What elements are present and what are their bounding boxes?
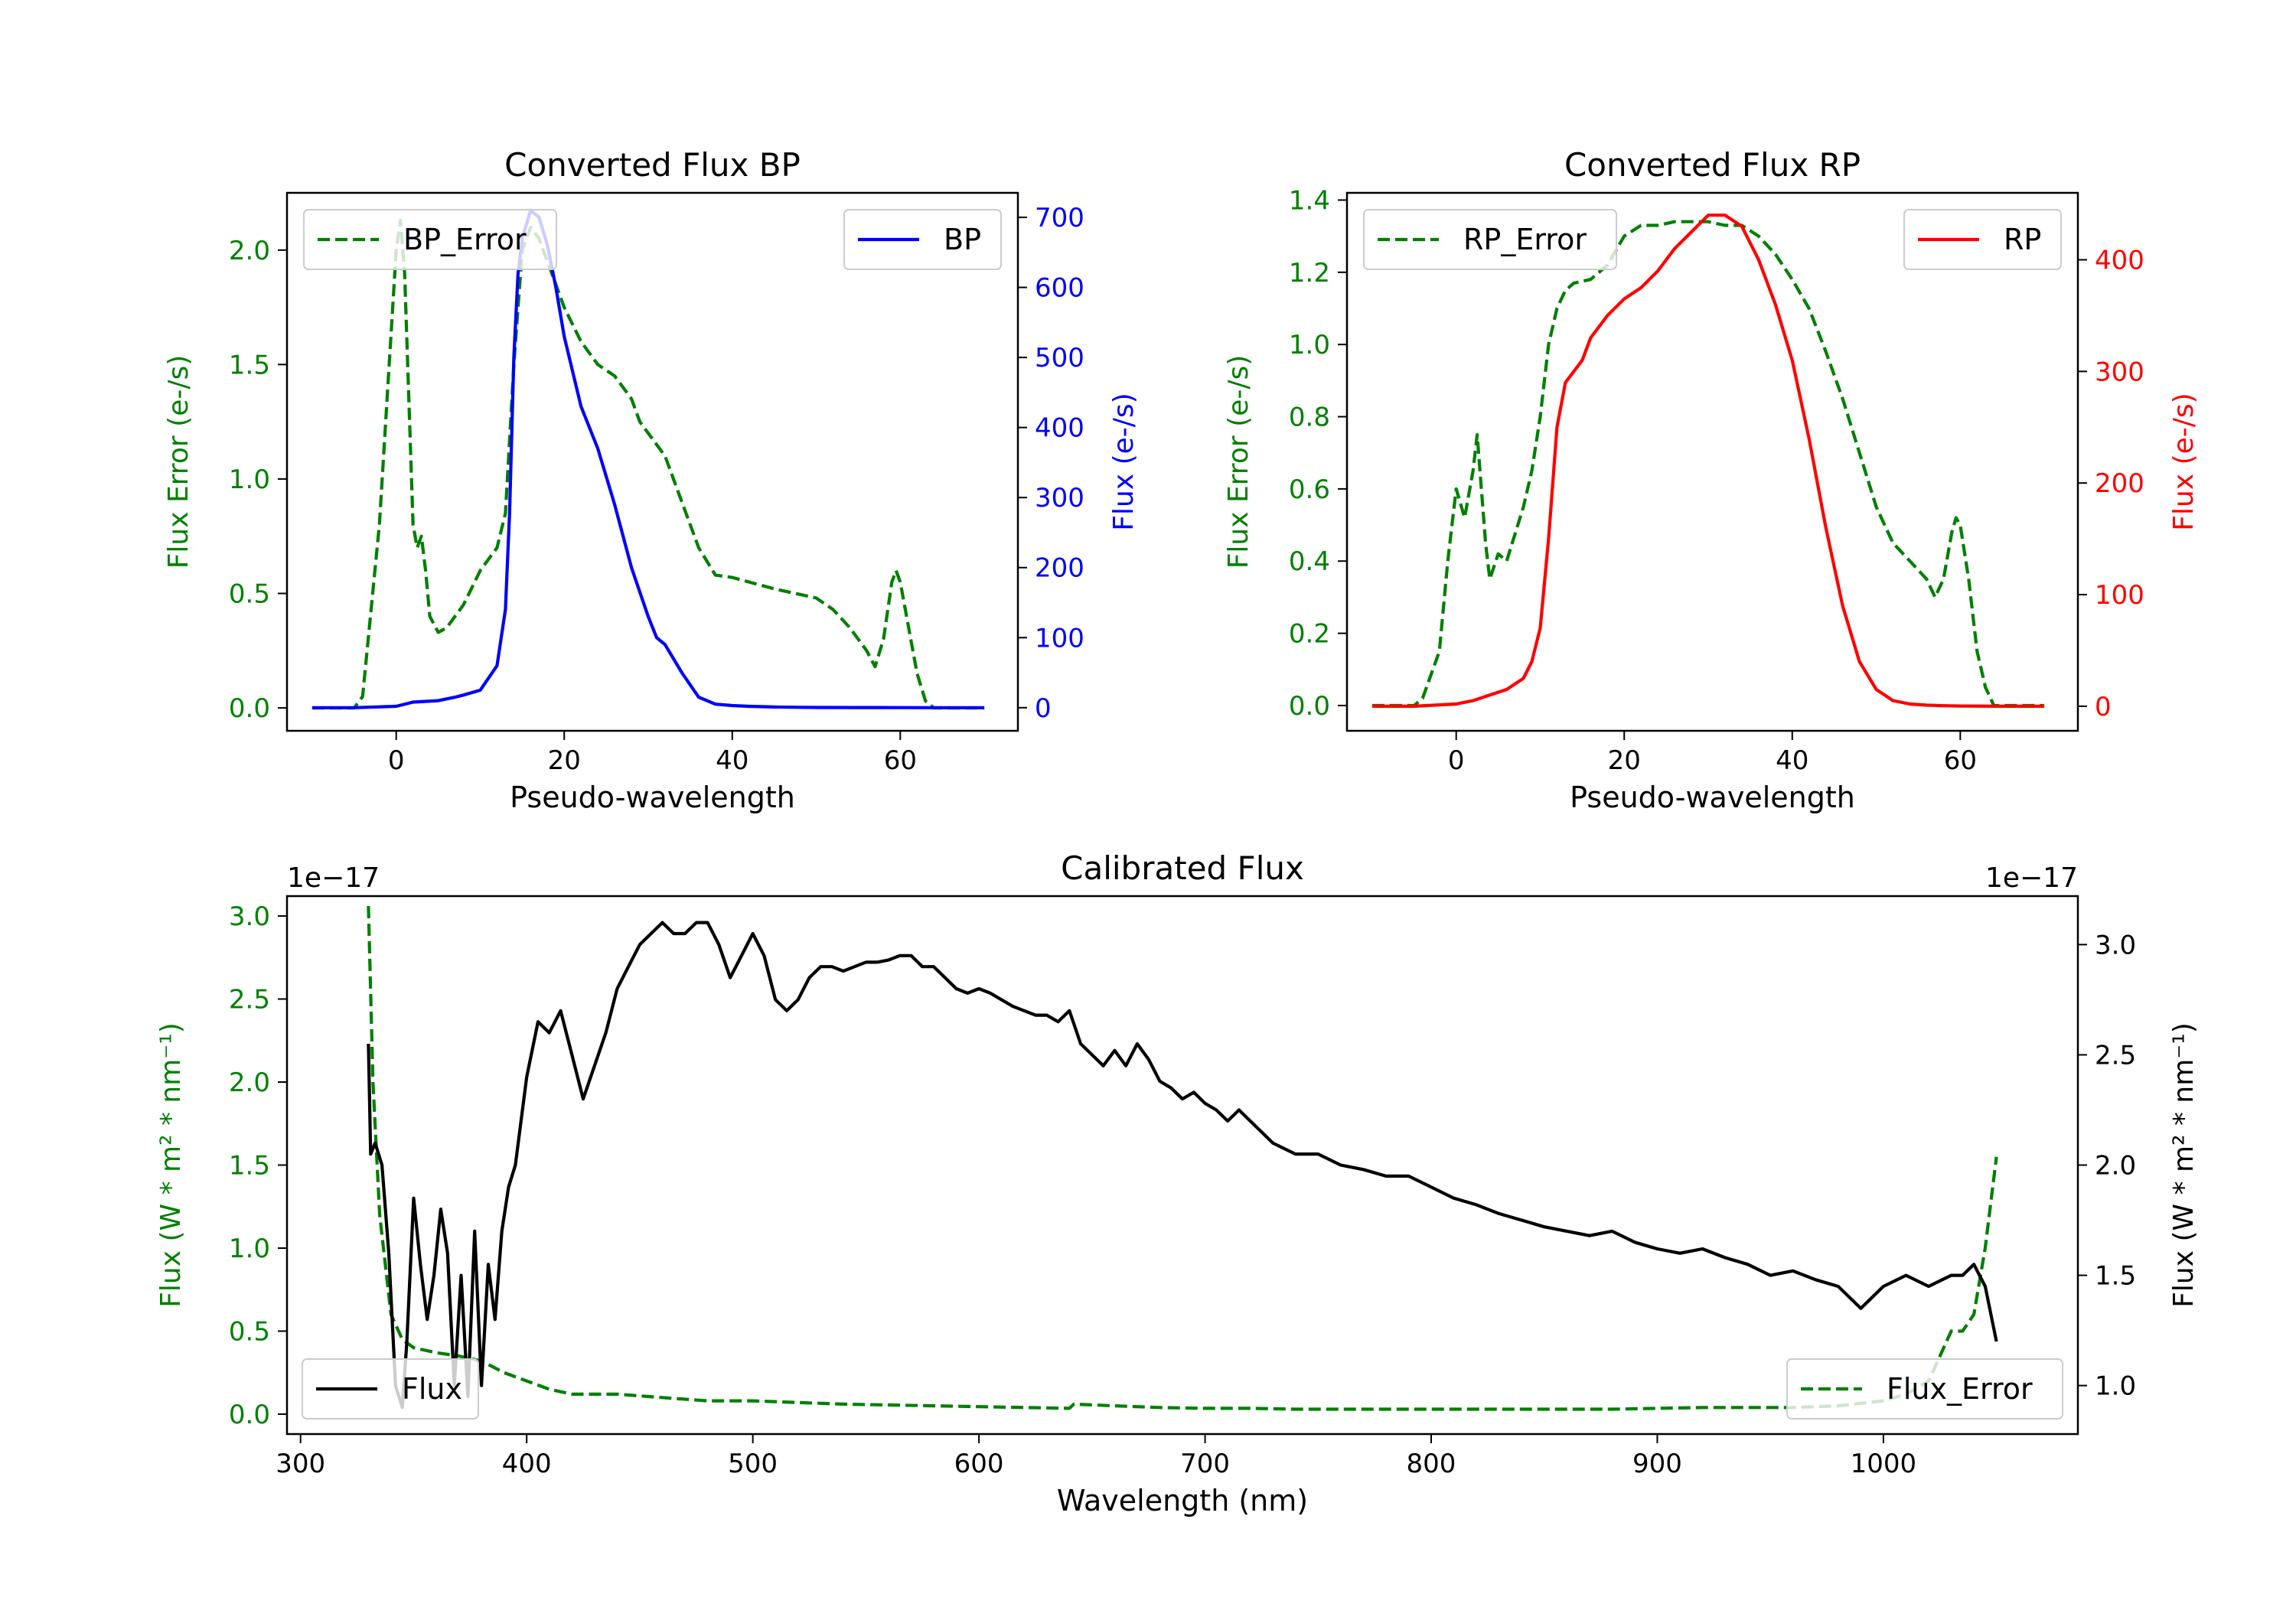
cal-y-left-tick-label: 0.5 xyxy=(229,1316,270,1347)
bp-legend-error-label: BP_Error xyxy=(403,223,527,256)
bp-y-right-tick-label: 200 xyxy=(1035,553,1084,584)
bp-y-left-tick-label: 2.0 xyxy=(229,236,270,266)
rp-title: Converted Flux RP xyxy=(1564,146,1861,184)
bp-y-left-tick-label: 1.0 xyxy=(229,464,270,495)
cal-y-right-tick-label: 2.5 xyxy=(2095,1040,2136,1071)
cal-x-tick-label: 700 xyxy=(1180,1449,1230,1479)
bp-y-right-tick-label: 600 xyxy=(1035,273,1084,304)
rp-legend-flux: RP xyxy=(1903,209,2062,270)
cal-y-left-tick-label: 3.0 xyxy=(229,901,270,932)
bp-y-left-tick-label: 0.0 xyxy=(229,693,270,724)
bp-x-tick-label: 60 xyxy=(884,745,917,776)
rp-x-tick-label: 60 xyxy=(1944,745,1977,776)
bp-legend-flux-label: BP xyxy=(944,223,981,256)
cal-x-tick-label: 300 xyxy=(276,1449,325,1479)
rp-flux-line xyxy=(1371,214,2045,709)
cal-legend-error-label: Flux_Error xyxy=(1887,1372,2033,1406)
rp-legend-error: RP_Error xyxy=(1363,209,1617,270)
cal-y-right-axis-label: Flux (W * m² * nm⁻¹) xyxy=(2168,1022,2200,1308)
cal-legend-error: Flux_Error xyxy=(1786,1358,2063,1420)
rp-legend-error-box xyxy=(1363,209,1617,270)
bp-legend-flux: BP xyxy=(843,209,1002,270)
bp-x-tick-label: 20 xyxy=(548,745,581,776)
rp-chart: Converted Flux RP 0 20 40 60 Pseudo-wavelengt… xyxy=(1223,146,2200,814)
cal-y-right-tick-label: 2.0 xyxy=(2095,1151,2136,1182)
bp-chart: Converted Flux BP 0 20 40 60 Pseudo-wavelengt… xyxy=(163,146,1140,814)
cal-legend-flux: Flux xyxy=(302,1358,479,1420)
cal-y-left-tick-label: 1.5 xyxy=(229,1151,270,1182)
rp-x-axis-label: Pseudo-wavelength xyxy=(1570,781,1855,814)
rp-y-left-tick-label: 0.8 xyxy=(1289,403,1330,433)
cal-offset-right: 1e−17 xyxy=(1985,862,2078,894)
cal-y-left-tick-label: 0.0 xyxy=(229,1400,270,1430)
rp-legend-flux-label: RP xyxy=(2004,223,2041,256)
bp-y-right-tick-label: 100 xyxy=(1035,623,1084,654)
bp-y-left-tick-label: 0.5 xyxy=(229,579,270,610)
cal-x-axis-label: Wavelength (nm) xyxy=(1057,1484,1308,1517)
cal-legend-flux-label: Flux xyxy=(402,1372,462,1406)
cal-plot-frame xyxy=(285,895,2079,1436)
bp-y-left-axis-label: Flux Error (e-/s) xyxy=(163,355,194,569)
rp-y-left-tick-label: 1.2 xyxy=(1289,258,1330,288)
cal-error-line xyxy=(367,905,1998,1411)
cal-y-left-tick-label: 1.0 xyxy=(229,1234,270,1264)
rp-x-tick-label: 20 xyxy=(1608,745,1641,776)
bp-y-left-tick-label: 1.5 xyxy=(229,350,270,380)
rp-legend-flux-box xyxy=(1903,209,2062,270)
rp-y-right-tick-label: 100 xyxy=(2095,580,2144,611)
bp-title: Converted Flux BP xyxy=(504,146,801,184)
bp-flux-line xyxy=(311,208,985,709)
bp-legend-error-box xyxy=(303,209,557,270)
cal-y-left-tick-label: 2.0 xyxy=(229,1068,270,1098)
cal-legend-error-box xyxy=(1786,1358,2063,1420)
cal-x-tick-label: 1000 xyxy=(1851,1449,1917,1479)
bp-y-right-tick-label: 500 xyxy=(1035,343,1084,373)
bp-legend-flux-box xyxy=(843,209,1002,270)
bp-plot-frame xyxy=(285,191,1019,732)
rp-y-right-tick-label: 300 xyxy=(2095,357,2144,387)
rp-y-left-tick-label: 0.6 xyxy=(1289,474,1330,505)
rp-y-right-tick-label: 400 xyxy=(2095,246,2144,276)
bp-error-line xyxy=(311,218,985,710)
rp-y-left-tick-label: 0.4 xyxy=(1289,546,1330,577)
bp-y-right-tick-label: 400 xyxy=(1035,413,1084,444)
cal-y-right-tick-label: 3.0 xyxy=(2095,930,2136,960)
rp-legend-error-label: RP_Error xyxy=(1463,223,1587,256)
rp-y-right-axis-label: Flux (e-/s) xyxy=(2168,393,2200,530)
rp-y-left-tick-label: 0.0 xyxy=(1289,691,1330,722)
rp-plot-frame xyxy=(1345,191,2079,732)
cal-y-right-tick-label: 1.0 xyxy=(2095,1371,2136,1402)
rp-y-left-tick-label: 0.2 xyxy=(1289,619,1330,650)
cal-y-right-tick-label: 1.5 xyxy=(2095,1261,2136,1292)
cal-flux-line xyxy=(367,921,1998,1410)
bp-y-right-axis-label: Flux (e-/s) xyxy=(1108,393,1140,530)
rp-y-right-tick-label: 200 xyxy=(2095,468,2144,499)
bp-x-axis-label: Pseudo-wavelength xyxy=(510,781,795,814)
rp-y-left-axis-label: Flux Error (e-/s) xyxy=(1223,355,1254,569)
rp-error-line xyxy=(1371,220,2045,708)
rp-y-left-tick-label: 1.0 xyxy=(1289,330,1330,360)
cal-y-left-axis-label: Flux (W * m² * nm⁻¹) xyxy=(155,1022,187,1308)
cal-legend-flux-box xyxy=(302,1358,479,1420)
cal-chart: Calibrated Flux 300 400 500 600 700 800 900 1000… xyxy=(155,849,2200,1517)
cal-x-tick-label: 800 xyxy=(1407,1449,1456,1479)
cal-offset-left: 1e−17 xyxy=(287,862,380,894)
rp-x-tick-label: 40 xyxy=(1776,745,1808,776)
bp-x-tick-label: 40 xyxy=(716,745,748,776)
rp-x-tick-label: 0 xyxy=(1448,745,1465,776)
rp-y-left-tick-label: 1.4 xyxy=(1289,185,1330,216)
rp-y-right-tick-label: 0 xyxy=(2095,692,2112,722)
bp-x-tick-label: 0 xyxy=(388,745,405,776)
cal-x-tick-label: 600 xyxy=(954,1449,1004,1479)
bp-y-right-tick-label: 300 xyxy=(1035,483,1084,513)
bp-legend-error: BP_Error xyxy=(303,209,557,270)
cal-title: Calibrated Flux xyxy=(1061,849,1304,887)
cal-x-tick-label: 400 xyxy=(502,1449,552,1479)
cal-x-tick-label: 900 xyxy=(1632,1449,1682,1479)
bp-y-right-tick-label: 0 xyxy=(1035,693,1052,724)
cal-y-left-tick-label: 2.5 xyxy=(229,985,270,1015)
cal-x-tick-label: 500 xyxy=(728,1449,778,1479)
bp-y-right-tick-label: 700 xyxy=(1035,203,1084,233)
